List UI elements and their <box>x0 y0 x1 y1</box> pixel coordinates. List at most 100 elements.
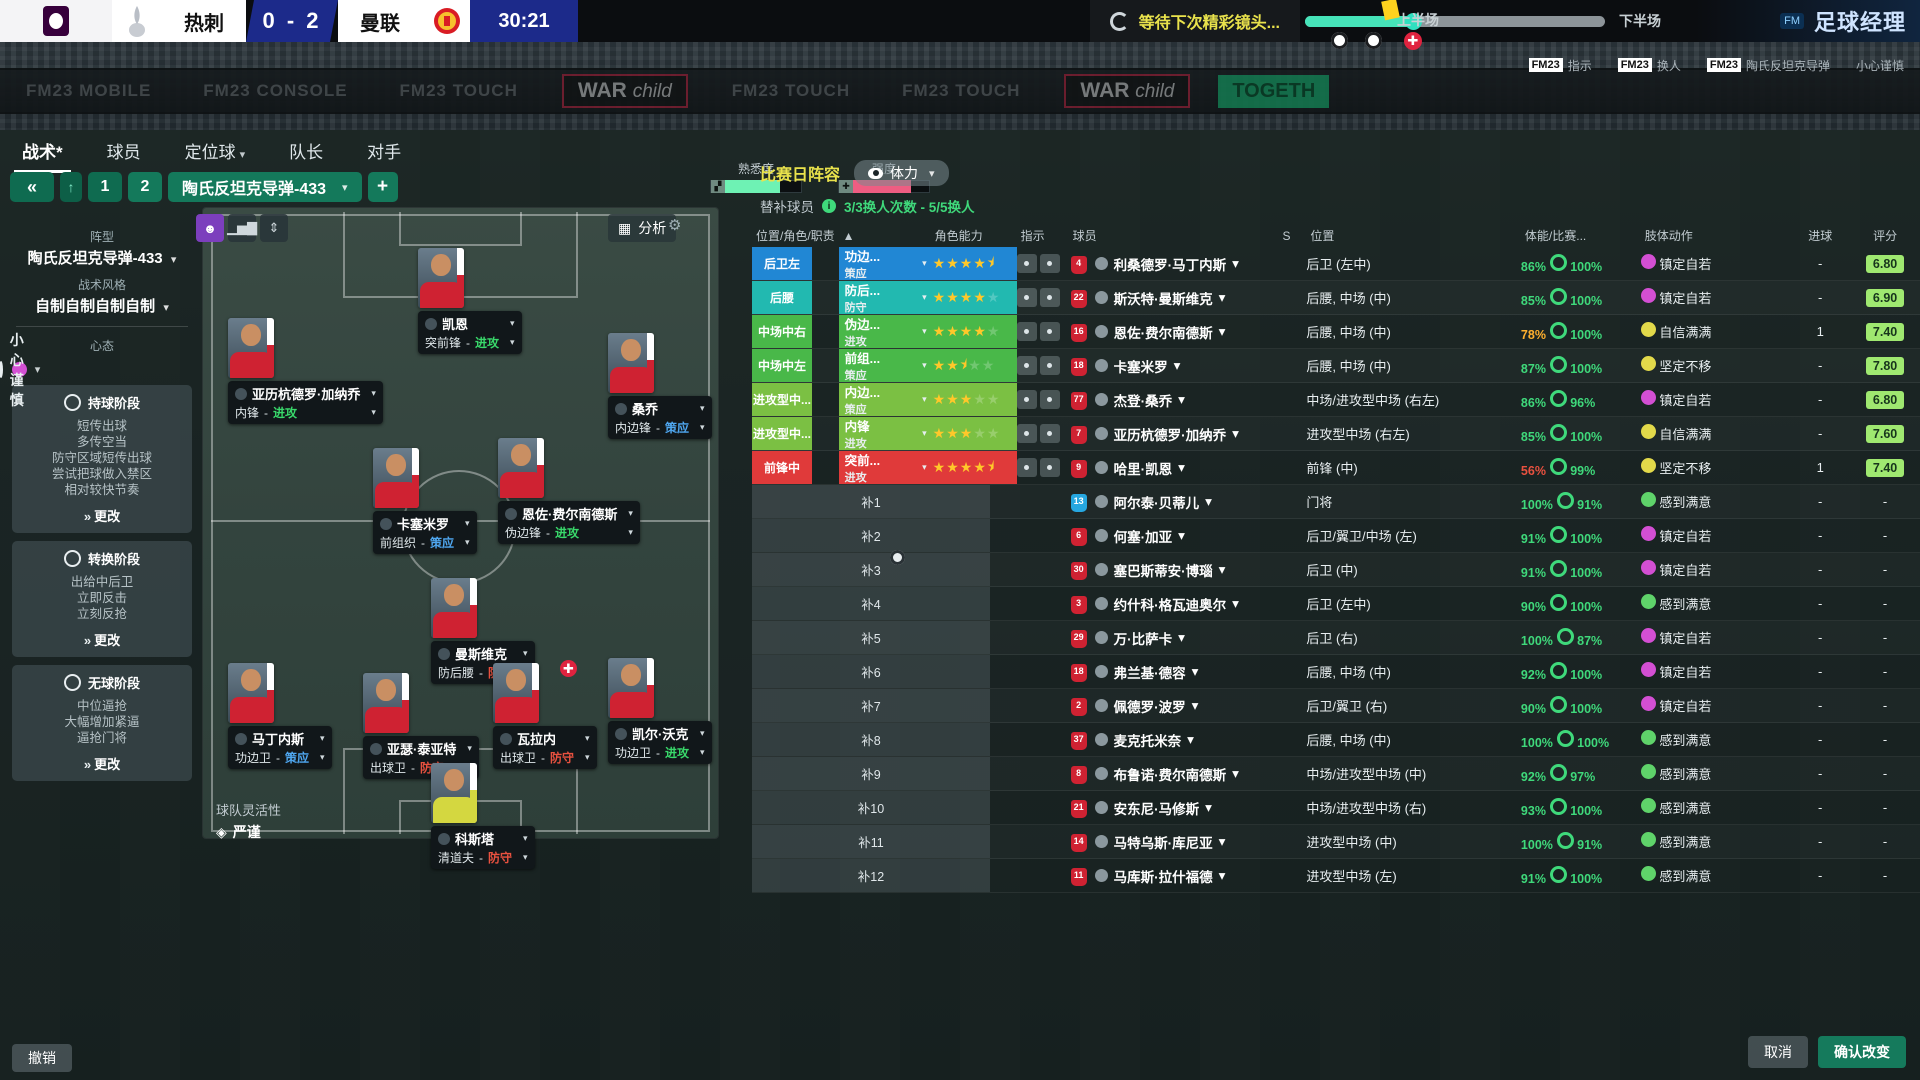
info-icon[interactable]: i <box>822 199 836 213</box>
condition-filter-dropdown[interactable]: 体力 ▾ <box>854 160 949 186</box>
table-row[interactable]: 后卫左 功边... 策应 ▾ ★ ★ ★ ★ ⯨ 4 利桑德罗·马丁内斯 ▾ 后卫 (左中) 86% 10… <box>752 247 1920 281</box>
chevron-down-icon[interactable]: ▾ <box>628 508 633 518</box>
player-portrait[interactable] <box>493 663 539 723</box>
pitch-player-marker[interactable]: 凯恩 ▾ 突前锋 - 进攻 ▾ <box>418 248 522 354</box>
chevron-down-icon[interactable]: ▾ <box>1178 391 1185 407</box>
player-name-cell[interactable]: 8 布鲁诺·费尔南德斯 ▾ <box>1069 763 1279 785</box>
cell-player[interactable]: 18 卡塞米罗 ▾ <box>1069 349 1279 383</box>
pitch-player-marker[interactable]: 曼斯维克▾防后腰-防守▾ <box>431 578 535 684</box>
instruction-buttons[interactable] <box>1016 322 1069 341</box>
formation-bar[interactable]: « ↑ 1 2 陶氏反坦克导弹-433 ▾ + <box>10 172 398 202</box>
pitch-player-marker[interactable]: 亚瑟·泰亚特▾出球卫-防守▾ <box>363 673 479 779</box>
tab-opponent[interactable]: 对手 <box>345 134 423 167</box>
chevron-down-icon[interactable]: ▾ <box>1178 629 1185 645</box>
change-in-possession-button[interactable]: » 更改 <box>18 506 186 525</box>
table-row[interactable]: 补6 18 弗兰基·德容 ▾ 后腰, 中场 (中) 92% 100% 镇定自若 - - <box>752 655 1920 689</box>
pitch-player-marker[interactable]: 瓦拉内 ▾ 出球卫 - 防守 ▾ <box>493 663 597 769</box>
player-portrait[interactable] <box>228 663 274 723</box>
col-condition[interactable]: 体能/比赛... <box>1524 229 1587 243</box>
instruction-buttons[interactable] <box>1016 254 1069 273</box>
chevron-down-icon[interactable]: ▾ <box>1178 527 1185 543</box>
cell-role[interactable]: 内边... 策应 ▾ <box>838 383 931 417</box>
cell-player[interactable]: 18 弗兰基·德容 ▾ <box>1069 655 1279 689</box>
chevron-down-icon[interactable]: ▾ <box>700 747 705 757</box>
table-row[interactable]: 中场中右 伪边... 进攻 ▾ ★ ★ ★ ★ ★ 16 恩佐·费尔南德斯 ▾ 后腰, 中场 (中) 78… <box>752 315 1920 349</box>
chevron-down-icon[interactable]: ▾ <box>465 537 470 547</box>
chevron-down-icon[interactable]: ▾ <box>585 752 590 762</box>
cell-player[interactable]: 8 布鲁诺·费尔南德斯 ▾ <box>1069 757 1279 791</box>
cell-sub-slot[interactable]: 补1 <box>752 485 1017 519</box>
cell-sub-slot[interactable]: 补2 <box>752 519 1017 553</box>
chevron-down-icon[interactable]: ▾ <box>371 407 376 417</box>
player-traits-icon[interactable] <box>1039 322 1060 341</box>
player-label[interactable]: 卡塞米罗 ▾ 前组织 - 策应 ▾ <box>373 511 477 554</box>
role-selector[interactable]: 突前... 进攻 ▾ <box>838 451 931 484</box>
arrow-up-icon[interactable]: ⇕ <box>260 214 288 242</box>
pitch-player-marker[interactable]: 桑乔 ▾ 内边锋 - 策应 ▾ <box>608 333 712 439</box>
chevron-down-icon[interactable]: ▾ <box>1218 323 1226 339</box>
pitch-player-marker[interactable]: 亚历杭德罗·加纳乔 ▾ 内锋 - 进攻 ▾ <box>228 318 383 424</box>
cell-role[interactable]: 突前... 进攻 ▾ <box>838 451 931 485</box>
player-traits-icon[interactable] <box>1039 288 1060 307</box>
main-tabs[interactable]: 战术* 球员 定位球 ▾ 队长 对手 <box>0 133 423 173</box>
cell-player[interactable]: 6 何塞·加亚 ▾ <box>1069 519 1279 553</box>
cell-instructions[interactable] <box>1016 417 1069 451</box>
cell-player[interactable]: 30 塞巴斯蒂安·博瑙 ▾ <box>1069 553 1279 587</box>
chevron-down-icon[interactable]: ▾ <box>465 518 470 528</box>
player-label[interactable]: 瓦拉内 ▾ 出球卫 - 防守 ▾ <box>493 726 597 769</box>
chevron-down-icon[interactable]: ▾ <box>1173 357 1181 373</box>
tactic-name-dropdown[interactable]: 陶氏反坦克导弹-433 ▾ <box>168 172 362 202</box>
instruction-buttons[interactable] <box>1016 356 1069 375</box>
chevron-down-icon[interactable]: ▾ <box>523 648 528 658</box>
table-row[interactable]: 补11 14 马特乌斯·库尼亚 ▾ 进攻型中场 (中) 100% 91% 感到满意 - - <box>752 825 1920 859</box>
table-row[interactable]: 补1 13 阿尔泰·贝蒂儿 ▾ 门将 100% 91% 感到满意 - - <box>752 485 1920 519</box>
chevron-down-icon[interactable]: ▾ <box>510 337 515 347</box>
cell-instructions[interactable] <box>1016 349 1069 383</box>
table-row[interactable]: 补3 30 塞巴斯蒂安·博瑙 ▾ 后卫 (中) 91% 100% 镇定自若 - - <box>752 553 1920 587</box>
player-instructions-icon[interactable] <box>1016 322 1037 341</box>
player-name-cell[interactable]: 18 卡塞米罗 ▾ <box>1069 355 1279 377</box>
player-name-cell[interactable]: 13 阿尔泰·贝蒂儿 ▾ <box>1069 491 1279 513</box>
tactic-slot-2[interactable]: 2 <box>128 172 162 202</box>
chevron-down-icon[interactable]: ▾ <box>1205 799 1212 815</box>
timeline-bar[interactable]: ✚ 上半场 <box>1305 0 1605 50</box>
analyse-button[interactable]: ▦ 分析 <box>608 214 677 242</box>
pitch-toolbar[interactable]: ☻ ▁▅▇ ⇕ <box>196 214 288 242</box>
chevron-down-icon[interactable]: ▾ <box>1232 425 1239 441</box>
player-traits-icon[interactable] <box>1039 390 1060 409</box>
player-instructions-icon[interactable] <box>1016 458 1037 477</box>
table-row[interactable]: 进攻型中... 内边... 策应 ▾ ★ ★ ★ ★ ★ 77 杰登·桑乔 ▾ 中场/进攻型中场 (右左… <box>752 383 1920 417</box>
chevron-down-icon[interactable]: ▾ <box>922 326 927 336</box>
col-player[interactable]: 球员 <box>1072 229 1097 243</box>
cell-player[interactable]: 7 亚历杭德罗·加纳乔 ▾ <box>1069 417 1279 451</box>
promote-icon[interactable]: ↑ <box>60 172 82 202</box>
chevron-down-icon[interactable]: ▾ <box>1191 663 1199 679</box>
player-traits-icon[interactable] <box>1039 356 1060 375</box>
chevron-down-icon[interactable]: ▾ <box>1205 493 1212 509</box>
player-instructions-icon[interactable] <box>1016 288 1037 307</box>
player-label[interactable]: 亚历杭德罗·加纳乔 ▾ 内锋 - 进攻 ▾ <box>228 381 383 424</box>
player-name-cell[interactable]: 9 哈里·凯恩 ▾ <box>1069 457 1279 479</box>
player-label[interactable]: 恩佐·费尔南德斯 ▾ 伪边锋 - 进攻 ▾ <box>498 501 640 544</box>
player-label[interactable]: 凯恩 ▾ 突前锋 - 进攻 ▾ <box>418 311 522 354</box>
person-icon[interactable]: ☻ <box>196 214 224 242</box>
role-selector[interactable]: 伪边... 进攻 ▾ <box>838 315 931 348</box>
table-row[interactable]: 补9 8 布鲁诺·费尔南德斯 ▾ 中场/进攻型中场 (中) 92% 97% 感到满意 - - <box>752 757 1920 791</box>
player-name-cell[interactable]: 16 恩佐·费尔南德斯 ▾ <box>1069 321 1279 343</box>
player-portrait[interactable] <box>363 673 409 733</box>
gear-icon[interactable]: ⚙ <box>668 217 682 234</box>
player-traits-icon[interactable] <box>1039 424 1060 443</box>
tab-tactics[interactable]: 战术* <box>0 134 85 173</box>
col-role-ability[interactable]: 角色能力 <box>934 229 983 243</box>
cell-player[interactable]: 3 约什科·格瓦迪奥尔 ▾ <box>1069 587 1279 621</box>
pitch-player-marker[interactable]: 马丁内斯 ▾ 功边卫 - 策应 ▾ <box>228 663 332 769</box>
instruction-buttons[interactable] <box>1016 458 1069 477</box>
chevron-down-icon[interactable]: ▾ <box>922 360 927 370</box>
cell-sub-slot[interactable]: 补4 <box>752 587 1017 621</box>
player-instructions-icon[interactable] <box>1016 390 1037 409</box>
col-position[interactable]: 位置 <box>1310 229 1335 243</box>
chevron-down-icon[interactable]: ▾ <box>922 394 927 404</box>
cell-position-tag[interactable]: 后卫左 <box>752 247 839 281</box>
player-label[interactable]: 凯尔·沃克 ▾ 功边卫 - 进攻 ▾ <box>608 721 712 764</box>
cell-position-tag[interactable]: 中场中左 <box>752 349 839 383</box>
